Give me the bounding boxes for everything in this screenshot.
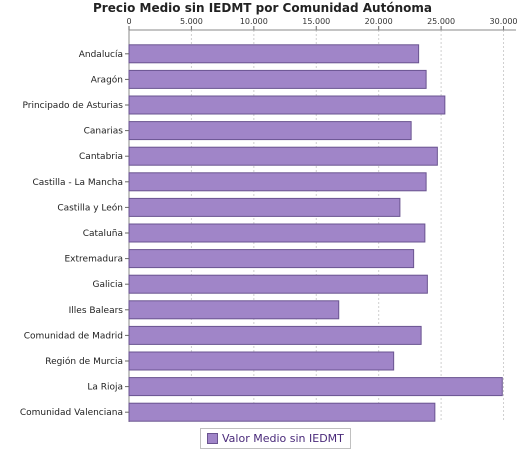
bar [128, 274, 428, 294]
x-tick-label: 5.000 [180, 17, 203, 26]
bar [128, 69, 427, 89]
bar [128, 44, 420, 64]
x-tick-label: 0 [126, 17, 131, 26]
bar [128, 172, 427, 192]
legend-label: Valor Medio sin IEDMT [222, 432, 344, 445]
bar [128, 223, 426, 243]
x-tick-label: 15.000 [302, 17, 330, 26]
x-tick-label: 10.000 [240, 17, 268, 26]
category-label: Cataluña [83, 229, 123, 239]
bar [128, 197, 401, 217]
category-label: Galicia [93, 280, 123, 290]
bar [128, 121, 412, 141]
bar [128, 377, 503, 397]
category-label: Aragón [91, 74, 123, 85]
category-label: Principado de Asturias [22, 101, 123, 111]
bar [128, 402, 436, 422]
bar [128, 146, 438, 166]
category-label: Andalucía [79, 50, 123, 60]
category-label: Illes Balears [69, 306, 124, 316]
category-label: Comunidad Valenciana [20, 408, 123, 418]
category-label: Cantabria [79, 152, 123, 162]
x-tick-label: 30.000 [490, 17, 518, 26]
bar [128, 95, 446, 115]
category-label: Canarias [84, 127, 124, 137]
x-tick-label: 20.000 [365, 17, 393, 26]
category-label: La Rioja [87, 383, 123, 393]
category-label: Extremadura [65, 255, 124, 265]
x-tick-label: 25.000 [427, 17, 455, 26]
bar [128, 351, 395, 371]
chart-title: Precio Medio sin IEDMT por Comunidad Aut… [93, 1, 432, 15]
category-label: Castilla y León [57, 202, 123, 213]
bar [128, 249, 415, 269]
legend-swatch [207, 433, 218, 444]
bar [128, 325, 422, 345]
category-label: Castilla - La Mancha [32, 178, 123, 188]
legend: Valor Medio sin IEDMT [200, 428, 351, 449]
category-label: Comunidad de Madrid [24, 331, 123, 341]
bar [128, 300, 340, 320]
category-label: Región de Murcia [45, 356, 123, 367]
